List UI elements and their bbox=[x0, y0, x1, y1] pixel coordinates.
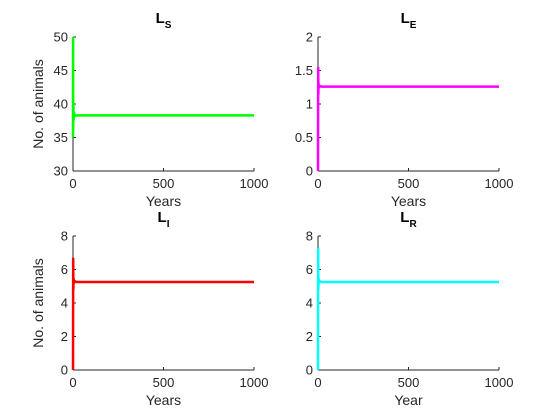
y-tick-label: 0 bbox=[306, 164, 313, 179]
x-tick-label: 1000 bbox=[485, 375, 514, 390]
y-tick-label: 2 bbox=[306, 30, 313, 45]
x-axis-label: Years bbox=[146, 193, 181, 209]
subplot-title: LS bbox=[156, 10, 172, 31]
y-tick-label: 50 bbox=[54, 30, 68, 45]
subplot-lr: 0 2 4 6 8 0 500 1000 Year LR bbox=[306, 209, 514, 408]
x-tick-label: 1000 bbox=[240, 375, 269, 390]
title-subscript: S bbox=[165, 20, 172, 31]
y-axis-label: No. of animals bbox=[30, 258, 46, 347]
subplot-title: LR bbox=[400, 209, 417, 230]
x-tick-label: 1000 bbox=[240, 176, 269, 191]
subplot-title: LI bbox=[158, 209, 170, 230]
series-line-ls bbox=[71, 36, 254, 138]
subplot-title: LE bbox=[401, 10, 417, 31]
series-line-le bbox=[316, 67, 499, 172]
y-tick-label: 30 bbox=[54, 164, 68, 179]
y-axis-label: No. of animals bbox=[30, 59, 46, 148]
y-tick-label: 0 bbox=[61, 363, 68, 378]
y-tick-label: 2 bbox=[61, 329, 68, 344]
x-tick-label: 0 bbox=[69, 176, 76, 191]
title-main: L bbox=[401, 10, 410, 27]
y-tick-label: 0 bbox=[306, 363, 313, 378]
series-line-lr bbox=[316, 247, 499, 371]
x-tick-label: 0 bbox=[69, 375, 76, 390]
x-tick-label: 500 bbox=[153, 176, 175, 191]
x-tick-label: 500 bbox=[398, 375, 420, 390]
title-main: L bbox=[400, 209, 409, 226]
y-tick-label: 0.5 bbox=[295, 130, 313, 145]
y-tick-label: 4 bbox=[306, 296, 313, 311]
x-tick-label: 0 bbox=[314, 176, 321, 191]
y-tick-label: 6 bbox=[61, 262, 68, 277]
title-subscript: R bbox=[409, 219, 417, 230]
series-line-li bbox=[71, 257, 254, 371]
title-subscript: I bbox=[167, 219, 170, 230]
y-tick-label: 45 bbox=[54, 63, 68, 78]
y-tick-label: 2 bbox=[306, 329, 313, 344]
x-axis-label: Year bbox=[394, 392, 423, 408]
x-axis-label: Years bbox=[146, 392, 181, 408]
subplot-le: 0 0.5 1 1.5 2 0 500 1000 Years LE bbox=[295, 10, 514, 209]
y-tick-label: 8 bbox=[306, 229, 313, 244]
title-subscript: E bbox=[410, 20, 417, 31]
y-tick-label: 40 bbox=[54, 97, 68, 112]
y-tick-label: 1 bbox=[306, 97, 313, 112]
x-tick-label: 500 bbox=[398, 176, 420, 191]
y-tick-label: 35 bbox=[54, 130, 68, 145]
y-tick-label: 6 bbox=[306, 262, 313, 277]
x-tick-label: 0 bbox=[314, 375, 321, 390]
title-main: L bbox=[158, 209, 167, 226]
x-tick-label: 1000 bbox=[485, 176, 514, 191]
y-tick-label: 4 bbox=[61, 296, 68, 311]
y-tick-label: 8 bbox=[61, 229, 68, 244]
x-axis-label: Years bbox=[391, 193, 426, 209]
y-tick-label: 1.5 bbox=[295, 63, 313, 78]
title-main: L bbox=[156, 10, 165, 27]
subplot-li: 0 2 4 6 8 0 500 1000 Years No. of animals LI bbox=[30, 209, 268, 408]
x-tick-label: 500 bbox=[153, 375, 175, 390]
